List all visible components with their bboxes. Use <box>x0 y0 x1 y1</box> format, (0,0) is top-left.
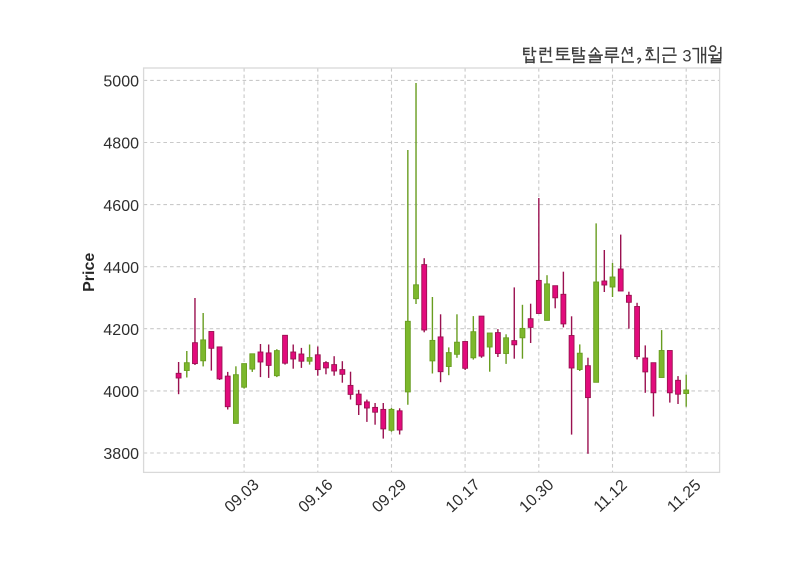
svg-text:4600: 4600 <box>103 198 139 215</box>
svg-text:4000: 4000 <box>103 384 139 401</box>
svg-text:3800: 3800 <box>103 446 139 463</box>
svg-text:3: 3 <box>682 47 691 65</box>
svg-text:Price: Price <box>81 253 98 292</box>
svg-text:4200: 4200 <box>103 322 139 339</box>
svg-text:4800: 4800 <box>103 136 139 153</box>
svg-text:5000: 5000 <box>103 74 139 91</box>
svg-text:4400: 4400 <box>103 260 139 277</box>
